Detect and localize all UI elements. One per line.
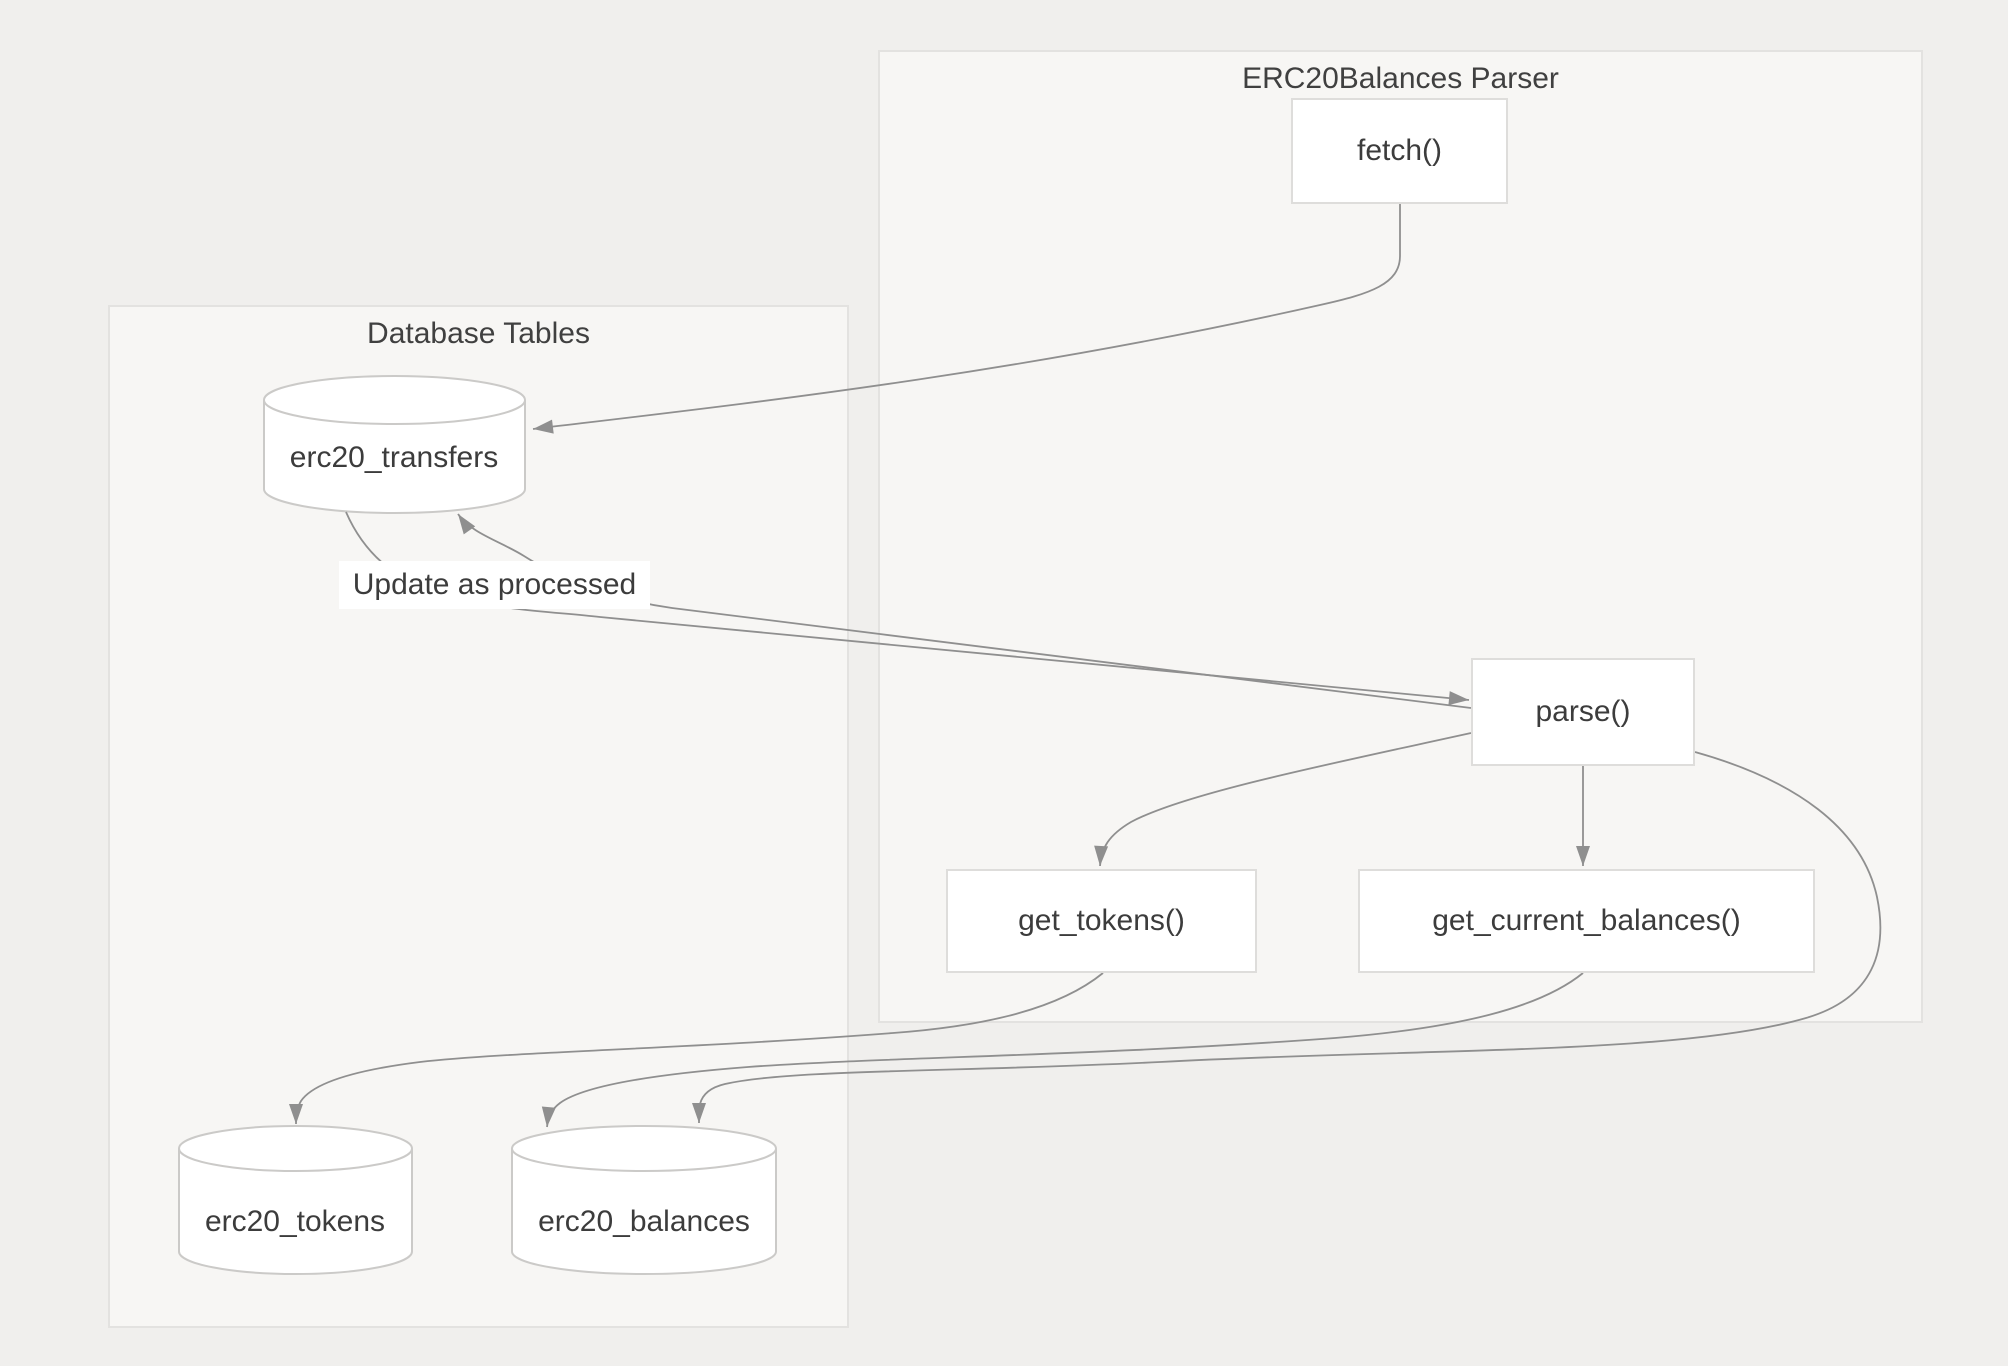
edge-parse-to-erc20-transfers xyxy=(457,513,1472,709)
node-fetch: fetch() xyxy=(1291,98,1508,204)
node-get-tokens-label: get_tokens() xyxy=(1018,904,1185,937)
edge-parse-to-erc20-balances xyxy=(692,751,1882,1124)
edge-parse-to-get-tokens xyxy=(1094,732,1472,867)
edge-fetch-to-erc20-transfers xyxy=(532,204,1401,434)
cylinder-erc20-balances xyxy=(511,1125,777,1275)
cluster-title-parser: ERC20Balances Parser xyxy=(1242,62,1559,95)
cylinder-label-erc20-tokens: erc20_tokens xyxy=(204,1205,386,1238)
cylinder-label-erc20-transfers: erc20_transfers xyxy=(289,441,499,474)
edge-get-current-balances-to-erc20-balances xyxy=(541,972,1584,1128)
node-get-current-balances-label: get_current_balances() xyxy=(1432,904,1741,937)
node-fetch-label: fetch() xyxy=(1356,134,1443,167)
cylinder-erc20-transfers xyxy=(263,375,526,514)
node-parse: parse() xyxy=(1471,658,1695,766)
node-get-current-balances: get_current_balances() xyxy=(1358,869,1815,973)
edge-get-tokens-to-erc20-tokens xyxy=(289,972,1104,1125)
cylinder-label-erc20-balances: erc20_balances xyxy=(538,1205,750,1238)
node-parse-label: parse() xyxy=(1535,695,1631,728)
cluster-title-database: Database Tables xyxy=(367,317,590,350)
node-get-tokens: get_tokens() xyxy=(946,869,1257,973)
cylinder-erc20-tokens xyxy=(178,1125,413,1275)
edge-label-update-as-processed: Update as processed xyxy=(339,561,650,609)
